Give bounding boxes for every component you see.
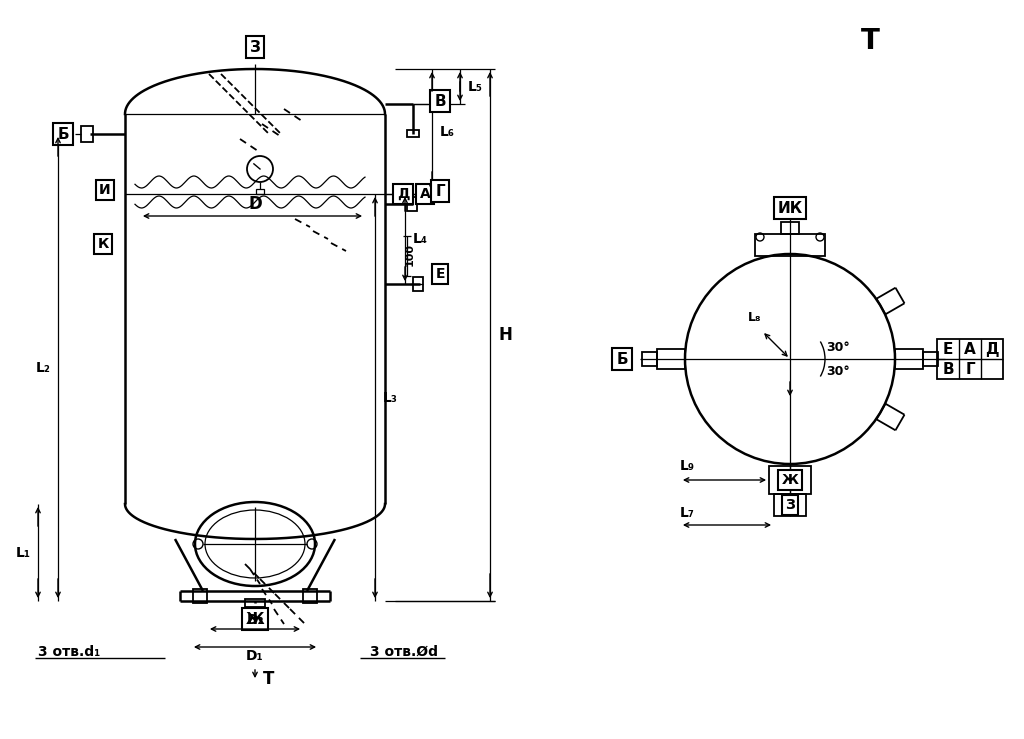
Text: L₇: L₇ bbox=[680, 506, 695, 520]
Text: З: З bbox=[250, 39, 260, 55]
Text: L₁: L₁ bbox=[16, 546, 31, 560]
Text: L₉: L₉ bbox=[680, 459, 695, 473]
Text: Д: Д bbox=[985, 341, 998, 356]
Bar bbox=[781, 222, 799, 234]
Text: 30°: 30° bbox=[826, 364, 850, 378]
Text: А: А bbox=[420, 187, 430, 201]
Bar bbox=[774, 494, 806, 516]
Bar bbox=[407, 197, 417, 211]
Text: 30°: 30° bbox=[826, 341, 850, 353]
Text: L₃: L₃ bbox=[383, 391, 398, 405]
Text: З: З bbox=[785, 498, 795, 512]
Bar bbox=[256, 189, 264, 194]
Text: L₆: L₆ bbox=[440, 125, 455, 139]
Text: Е: Е bbox=[435, 267, 444, 281]
Bar bbox=[769, 466, 811, 494]
Bar bbox=[923, 352, 938, 366]
Text: 100: 100 bbox=[406, 242, 415, 265]
Bar bbox=[193, 589, 207, 603]
Text: Д: Д bbox=[396, 187, 410, 201]
Text: L₄: L₄ bbox=[413, 232, 428, 246]
Text: Б: Б bbox=[57, 126, 69, 141]
Bar bbox=[755, 234, 825, 256]
Text: L₅: L₅ bbox=[468, 80, 483, 94]
Text: D: D bbox=[248, 195, 262, 213]
Text: Т: Т bbox=[263, 670, 274, 688]
Text: Т: Т bbox=[860, 27, 880, 55]
Text: Ж: Ж bbox=[781, 473, 799, 487]
Text: К: К bbox=[97, 237, 109, 251]
Bar bbox=[937, 339, 1002, 379]
Text: ИК: ИК bbox=[777, 200, 803, 216]
Text: D₁: D₁ bbox=[246, 649, 264, 663]
Text: H: H bbox=[498, 326, 512, 344]
Text: Е: Е bbox=[943, 341, 953, 356]
Bar bbox=[642, 352, 657, 366]
Bar bbox=[413, 277, 423, 291]
Text: Б: Б bbox=[616, 352, 628, 367]
Text: А: А bbox=[965, 341, 976, 356]
Text: L₂: L₂ bbox=[36, 361, 51, 375]
Text: 3 отв.d₁: 3 отв.d₁ bbox=[38, 645, 100, 659]
Text: Г: Г bbox=[966, 361, 975, 376]
Bar bbox=[81, 126, 93, 142]
Bar bbox=[407, 130, 419, 137]
Text: Ж: Ж bbox=[246, 611, 264, 627]
Bar bbox=[245, 599, 265, 607]
Bar bbox=[895, 349, 923, 369]
Text: Г: Г bbox=[435, 183, 444, 199]
Text: И: И bbox=[99, 183, 111, 197]
Text: L₈: L₈ bbox=[749, 310, 762, 324]
Text: 3 отв.Ød: 3 отв.Ød bbox=[370, 645, 438, 659]
Bar bbox=[657, 349, 685, 369]
Text: В: В bbox=[942, 361, 953, 376]
Text: D₂: D₂ bbox=[246, 613, 264, 627]
Bar bbox=[303, 589, 317, 603]
Text: В: В bbox=[434, 94, 445, 109]
